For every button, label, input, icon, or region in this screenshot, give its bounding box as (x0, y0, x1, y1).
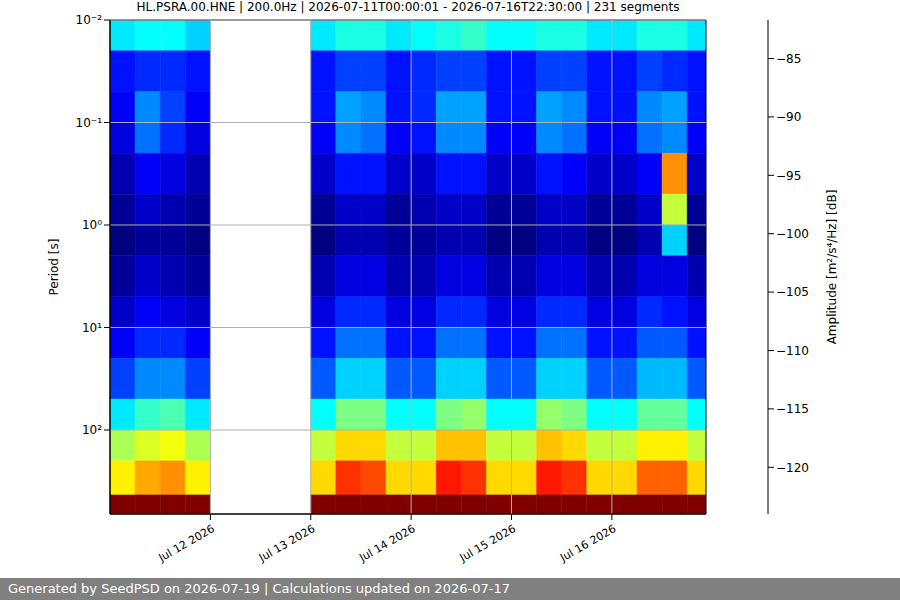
svg-text:−95: −95 (776, 169, 801, 183)
svg-text:Period [s]: Period [s] (47, 239, 61, 296)
html-text:Generated by SeedPSD on 2026-0: Generated by SeedPSD on 2026-07-19 | Cal… (8, 581, 510, 596)
svg-text:Jul 16 2026: Jul 16 2026 (557, 522, 618, 565)
svg-text:−85: −85 (776, 52, 801, 66)
html-text:HL.PSRA.00.HNE | 200.0Hz | 202: HL.PSRA.00.HNE | 200.0Hz | 2026-07-11T00… (136, 0, 680, 14)
svg-text:Jul 12 2026: Jul 12 2026 (156, 522, 217, 565)
svg-text:Jul 13 2026: Jul 13 2026 (256, 522, 317, 565)
svg-text:10¹: 10¹ (82, 321, 102, 335)
svg-text:−105: −105 (776, 285, 809, 299)
svg-text:10²: 10² (82, 423, 102, 437)
svg-text:Amplitude [m²/s⁴/Hz] [dB]: Amplitude [m²/s⁴/Hz] [dB] (825, 190, 839, 345)
svg-text:−110: −110 (776, 344, 809, 358)
svg-text:−90: −90 (776, 110, 801, 124)
svg-text:Jul 15 2026: Jul 15 2026 (457, 522, 518, 565)
svg-text:−100: −100 (776, 227, 809, 241)
svg-text:10⁻²: 10⁻² (76, 13, 103, 27)
svg-text:−115: −115 (776, 402, 809, 416)
svg-text:10⁰: 10⁰ (82, 218, 102, 232)
svg-text:Jul 14 2026: Jul 14 2026 (356, 522, 417, 565)
svg-text:−120: −120 (776, 461, 809, 475)
svg-text:10⁻¹: 10⁻¹ (76, 116, 103, 130)
